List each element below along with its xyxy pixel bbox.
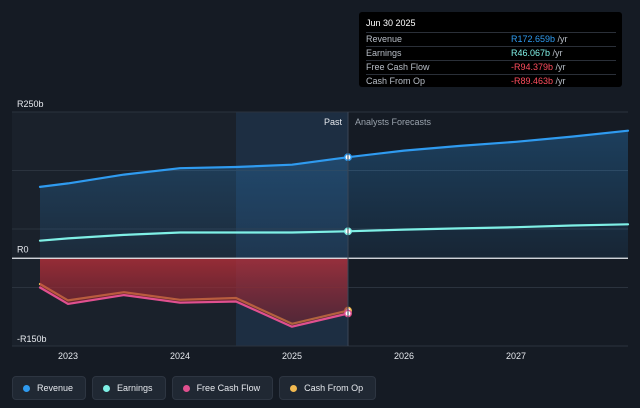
tooltip-label: Free Cash Flow [366, 62, 430, 72]
legend-dot-icon [103, 384, 111, 392]
tooltip-label: Revenue [366, 34, 403, 44]
legend-item-earnings[interactable]: Earnings [92, 376, 166, 400]
y-tick-label: R0 [17, 244, 29, 254]
tooltip-row-free-cash-flow: Free Cash Flow -R94.379b /yr [366, 60, 616, 74]
tooltip-row-revenue: Revenue R172.659b /yr [366, 32, 616, 46]
tooltip-row-earnings: Earnings R46.067b /yr [366, 46, 616, 60]
legend-item-cash-from-op[interactable]: Cash From Op [279, 376, 377, 400]
series-area-revenue [40, 130, 628, 259]
tooltip-unit: /yr [553, 76, 566, 86]
tooltip-date: Jun 30 2025 [366, 18, 416, 28]
series-line-free-cash-flow [38, 286, 350, 328]
tooltip-value: R172.659b [511, 34, 556, 44]
tooltip-value-group: R46.067b /yr [511, 47, 563, 60]
legend-label: Cash From Op [304, 383, 364, 393]
legend-item-revenue[interactable]: Revenue [12, 376, 87, 400]
x-tick-label: 2024 [170, 351, 190, 361]
legend-dot-icon [23, 384, 30, 392]
tooltip: Jun 30 2025 Revenue R172.659b /yr Earnin… [359, 12, 622, 87]
tooltip-row-cash-from-op: Cash From Op -R89.463b /yr [366, 74, 616, 88]
tooltip-unit: /yr [553, 62, 566, 72]
tooltip-unit: /yr [550, 48, 563, 58]
x-tick-label: 2026 [394, 351, 414, 361]
series-line-earnings [38, 223, 630, 242]
x-tick-label: 2025 [282, 351, 302, 361]
legend-label: Free Cash Flow [196, 383, 261, 393]
legend-label: Earnings [117, 383, 153, 393]
tooltip-value: -R89.463b [511, 76, 554, 86]
x-tick-label: 2027 [506, 351, 526, 361]
tooltip-value-group: -R94.379b /yr [511, 61, 566, 74]
y-tick-label: R250b [17, 99, 44, 109]
tooltip-label: Cash From Op [366, 76, 426, 86]
legend: Revenue Earnings Free Cash Flow Cash Fro… [12, 376, 377, 400]
forecast-label: Analysts Forecasts [355, 117, 432, 127]
past-label: Past [324, 117, 343, 127]
tooltip-label: Earnings [366, 48, 402, 58]
series-line-revenue [38, 129, 630, 188]
legend-dot-icon [182, 384, 190, 392]
tooltip-value: R46.067b [511, 48, 551, 58]
x-tick-label: 2023 [58, 351, 78, 361]
legend-dot-icon [290, 384, 298, 392]
tooltip-value: -R94.379b [511, 62, 554, 72]
legend-item-free-cash-flow[interactable]: Free Cash Flow [171, 376, 274, 400]
y-tick-label: -R150b [17, 334, 47, 344]
tooltip-unit: /yr [555, 34, 568, 44]
series-area-free-cash-flow [40, 258, 348, 327]
tooltip-value-group: R172.659b /yr [511, 33, 568, 46]
legend-label: Revenue [37, 383, 74, 393]
tooltip-value-group: -R89.463b /yr [511, 75, 566, 88]
